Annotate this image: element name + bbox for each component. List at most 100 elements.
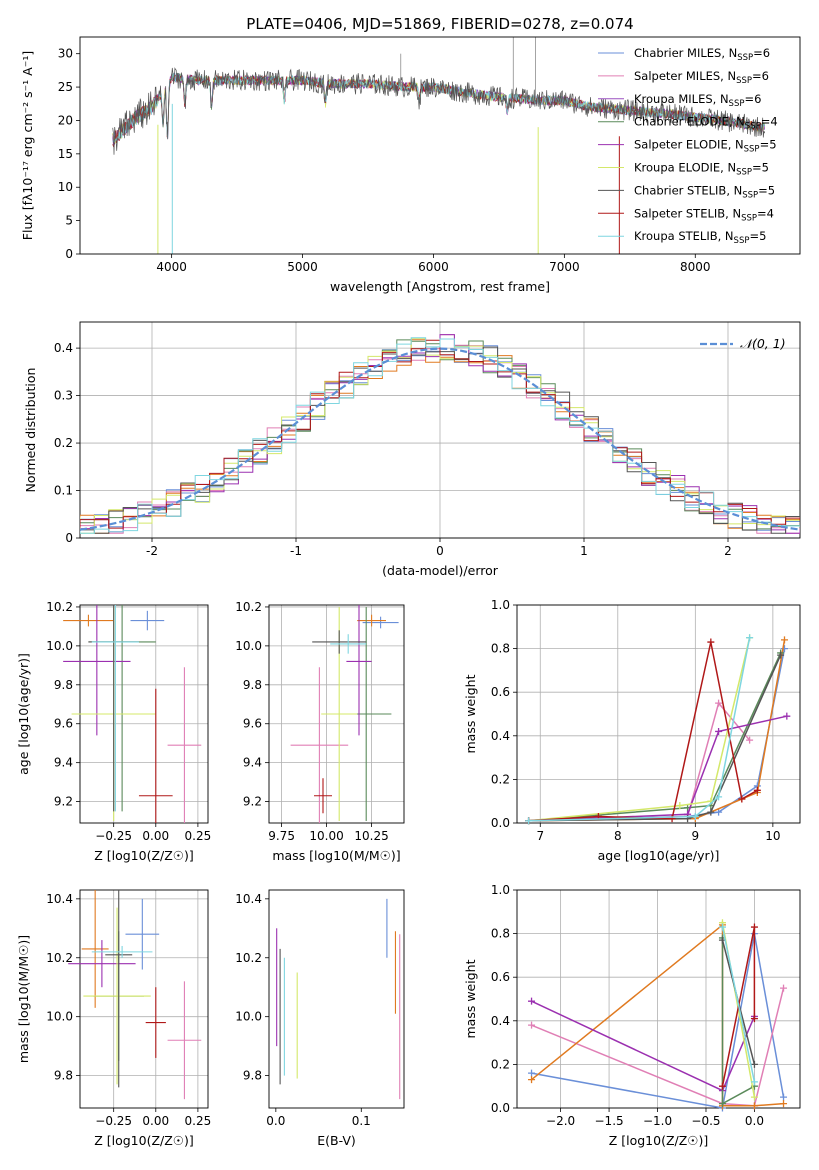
legend-label: Kroupa ELODIE, NSSP=5 [634, 161, 769, 178]
x-tick-label: −1.5 [595, 1114, 624, 1128]
weight-marker [718, 1100, 726, 1108]
axes-frame [516, 889, 801, 1109]
histogram-kroupa-stelib [80, 337, 800, 534]
y-tick-label: 10.2 [235, 951, 262, 965]
y-tick-label: 0.2 [491, 1057, 510, 1071]
weight-line-chabrier-elodie [528, 652, 782, 822]
y-axis-label: mass weight [463, 959, 478, 1038]
weight-marker [691, 812, 699, 820]
weight-marker [707, 638, 715, 646]
x-tick-label: -1 [290, 544, 302, 558]
spectrum-line-chabrier-stelib [112, 67, 766, 155]
y-tick-label: 0.1 [54, 484, 73, 498]
legend-label: Chabrier STELIB, NSSP=5 [634, 183, 775, 200]
y-tick-label: 0.4 [54, 341, 73, 355]
y-tick-label: 10.0 [235, 639, 262, 653]
weight-line-salpeter-miles [528, 701, 751, 822]
x-tick-label: 7000 [549, 260, 580, 274]
y-axis-label: mass [log10(M/M☉)] [16, 935, 31, 1063]
x-tick-label: 0 [436, 544, 444, 558]
x-tick-label: 5000 [287, 260, 318, 274]
axes-frame [79, 36, 801, 255]
y-tick-label: 0.0 [491, 816, 510, 830]
x-axis-label: Z [log10(Z/Z☉)] [94, 1133, 194, 1148]
weight-marker [715, 793, 723, 801]
y-tick-label: 0.3 [54, 389, 73, 403]
weight-marker [780, 645, 788, 653]
y-tick-label: 9.8 [54, 1069, 73, 1083]
residuals-histogram-panel: -2 -1 0 1 2 0 0.1 0.2 0.3 0.4 (data-model)/error No… [23, 321, 801, 578]
axes-frame [79, 321, 801, 539]
weight-marker [750, 1015, 758, 1023]
x-tick-label: −2.0 [546, 1114, 575, 1128]
y-tick-label: 0 [65, 531, 73, 545]
weight-line-salpeter-elodie [528, 715, 787, 822]
histograms [80, 334, 800, 534]
y-tick-label: 9.2 [54, 795, 73, 809]
weight-marker [750, 1060, 758, 1068]
x-tick-label: 0.0 [745, 1114, 764, 1128]
y-tick-label: 0.2 [491, 772, 510, 786]
x-tick-label: 0.00 [142, 829, 169, 843]
weight-marker [715, 808, 723, 816]
weight-line-chabrier-stelib [528, 654, 782, 822]
age-vs-mass-panel: 9.75 10.00 10.25 9.2 9.4 9.6 9.8 10.0 10.2 mass [… [235, 600, 405, 863]
weight-marker [746, 736, 754, 744]
weight-marker [746, 634, 754, 642]
x-axis-label: wavelength [Angstrom, rest frame] [330, 279, 550, 294]
y-tick-label: 10.0 [46, 639, 73, 653]
y-tick-label: 5 [65, 214, 73, 228]
y-tick-label: 10 [58, 180, 73, 194]
x-axis-label: Z [log10(Z/Z☉)] [609, 1133, 709, 1148]
y-tick-label: 0.0 [491, 1101, 510, 1115]
weight-marker [780, 984, 788, 992]
x-tick-label: 0.00 [142, 1114, 169, 1128]
y-tick-label: 20 [58, 113, 73, 127]
x-tick-label: 10 [765, 829, 780, 843]
x-tick-label: −0.5 [691, 1114, 720, 1128]
legend-label: Chabrier MILES, NSSP=6 [634, 46, 770, 63]
legend-label: 𝒩(0, 1) [740, 336, 786, 351]
y-tick-label: 0.2 [54, 436, 73, 450]
spectrum-lines [112, 37, 766, 254]
x-tick-label: 4000 [156, 260, 187, 274]
weight-line-kroupa-stelib [721, 926, 756, 1082]
weight-line-salpeter-elodie [531, 1000, 756, 1092]
weight-marker [750, 1102, 758, 1110]
mass-vs-ebv-panel: 0.0 0.1 9.8 10.0 10.2 10.4 E(B-V) [235, 889, 405, 1148]
y-tick-label: 9.8 [243, 678, 262, 692]
x-tick-label: 0.0 [266, 1114, 285, 1128]
x-axis-label: (data-model)/error [382, 563, 499, 578]
legend-label: Kroupa STELIB, NSSP=5 [634, 229, 766, 246]
axes-frame [516, 604, 801, 824]
x-tick-label: 9 [692, 829, 700, 843]
y-tick-label: 9.6 [54, 717, 73, 731]
x-axis-label: E(B-V) [317, 1133, 356, 1148]
mass-vs-metallicity-panel: −0.25 0.00 0.25 9.8 10.0 10.2 10.4 Z [log10(Z/Z… [16, 889, 212, 1148]
figure-title: PLATE=0406, MJD=51869, FIBERID=0278, z=0… [246, 15, 633, 33]
weight-marker [738, 795, 746, 803]
x-tick-label: 9.75 [268, 829, 295, 843]
y-tick-label: 15 [58, 147, 73, 161]
x-tick-label: 1 [580, 544, 588, 558]
x-tick-label: 10.00 [309, 829, 343, 843]
x-tick-label: 0.1 [352, 1114, 371, 1128]
weight-marker [528, 1021, 536, 1029]
weight-marker [707, 808, 715, 816]
y-tick-label: 0.4 [491, 729, 510, 743]
x-tick-label: 0.25 [185, 1114, 212, 1128]
y-tick-label: 10.2 [235, 600, 262, 614]
weight-marker [780, 1100, 788, 1108]
x-tick-label: 10.25 [354, 829, 388, 843]
weight-marker [777, 651, 785, 659]
x-axis-label: mass [log10(M/M☉)] [272, 848, 400, 863]
weight-line-kroupa-elodie [528, 637, 751, 822]
y-tick-label: 25 [58, 80, 73, 94]
weight-marker [750, 1078, 758, 1086]
weight-marker [750, 923, 758, 931]
gaussian-reference-line [80, 347, 800, 531]
x-tick-label: -2 [146, 544, 158, 558]
axes-frame [268, 889, 405, 1109]
weight-marker [718, 923, 726, 931]
